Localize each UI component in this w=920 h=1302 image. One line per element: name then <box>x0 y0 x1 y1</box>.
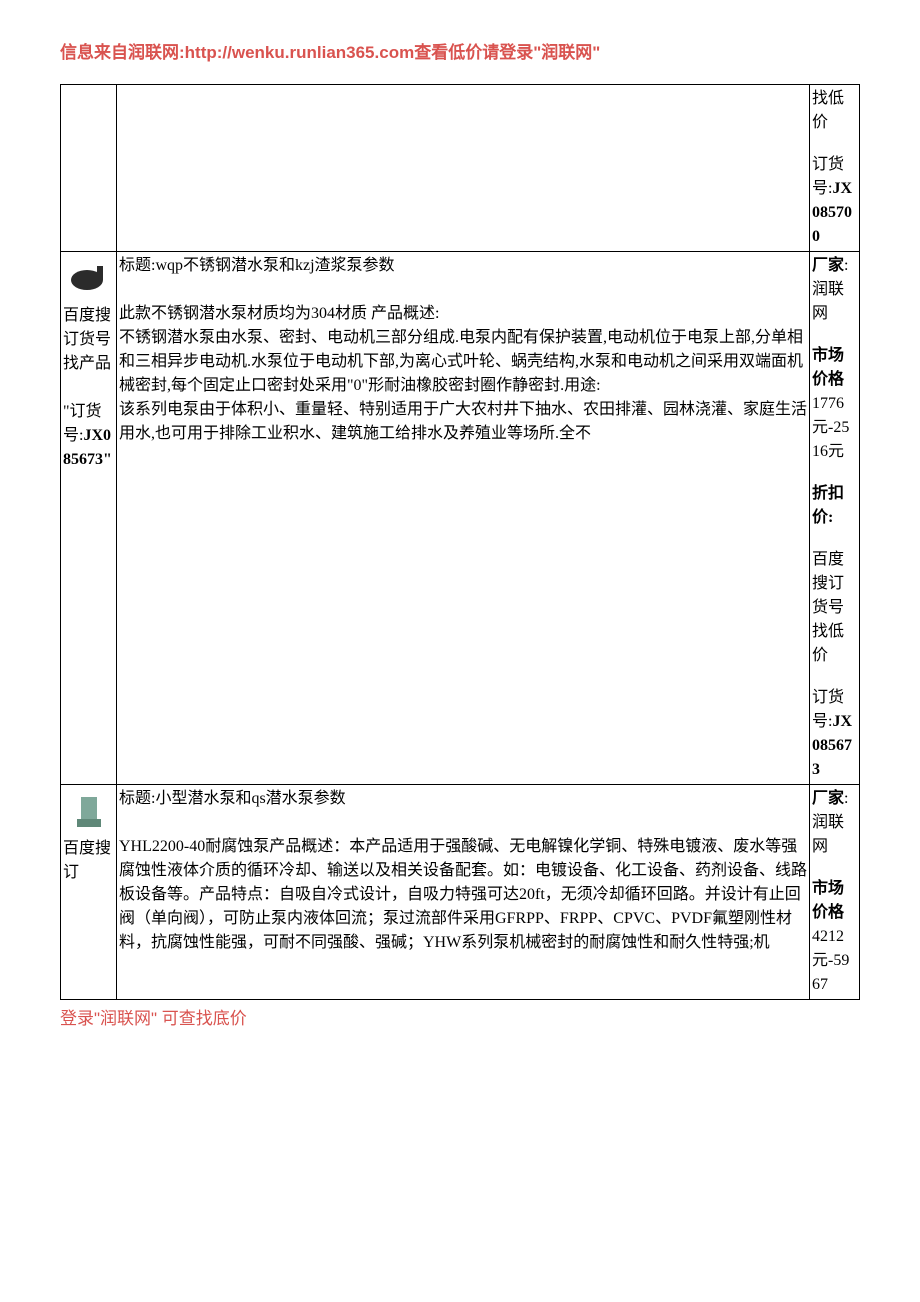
cell-left <box>61 84 117 251</box>
vendor-label: 厂家 <box>812 790 844 807</box>
cell-mid: 标题:wqp不锈钢潜水泵和kzj渣浆泵参数 此款不锈钢潜水泵材质均为304材质 … <box>117 251 810 784</box>
page-footer: 登录"润联网" 可查找底价 <box>60 1006 860 1032</box>
market-price-label: 市场价格 <box>812 877 857 925</box>
search-hint: 百度搜订货号找低价 <box>812 551 844 664</box>
table-row: 找低价 订货号:JX085700 <box>61 84 860 251</box>
product-thumbnail-icon <box>67 256 111 300</box>
vendor-label: 厂家 <box>812 257 844 274</box>
product-description: 此款不锈钢潜水泵材质均为304材质 产品概述: 不锈钢潜水泵由水泵、密封、电动机… <box>119 302 807 446</box>
cell-mid <box>117 84 810 251</box>
cell-left: 百度搜订货号找产品 "订货号:JX085673" <box>61 251 117 784</box>
left-text: 百度搜订 <box>63 837 114 885</box>
market-price-value: 4212元-5967 <box>812 925 857 997</box>
market-price-value: 1776元-2516元 <box>812 392 857 464</box>
product-title: 标题:小型潜水泵和qs潜水泵参数 <box>119 787 807 811</box>
right-text: 找低价 <box>812 90 844 131</box>
discount-price-label: 折扣价: <box>812 485 844 526</box>
cell-right: 找低价 订货号:JX085700 <box>810 84 860 251</box>
table-row: 百度搜订 标题:小型潜水泵和qs潜水泵参数 YHL2200-40耐腐蚀泵产品概述… <box>61 784 860 999</box>
product-title: 标题:wqp不锈钢潜水泵和kzj渣浆泵参数 <box>119 254 807 278</box>
page-header: 信息来自润联网:http://wenku.runlian365.com查看低价请… <box>60 40 860 66</box>
product-thumbnail-icon <box>67 789 111 833</box>
cell-right: 厂家:润联网 市场价格 4212元-5967 <box>810 784 860 999</box>
product-description: YHL2200-40耐腐蚀泵产品概述：本产品适用于强酸碱、无电解镍化学铜、特殊电… <box>119 835 807 955</box>
cell-left: 百度搜订 <box>61 784 117 999</box>
market-price-label: 市场价格 <box>812 344 857 392</box>
cell-right: 厂家:润联网 市场价格 1776元-2516元 折扣价: 百度搜订货号找低价 订… <box>810 251 860 784</box>
table-row: 百度搜订货号找产品 "订货号:JX085673" 标题:wqp不锈钢潜水泵和kz… <box>61 251 860 784</box>
cell-mid: 标题:小型潜水泵和qs潜水泵参数 YHL2200-40耐腐蚀泵产品概述：本产品适… <box>117 784 810 999</box>
left-text: 百度搜订货号找产品 <box>63 304 114 376</box>
product-table: 找低价 订货号:JX085700 百度搜订 <box>60 84 860 1000</box>
